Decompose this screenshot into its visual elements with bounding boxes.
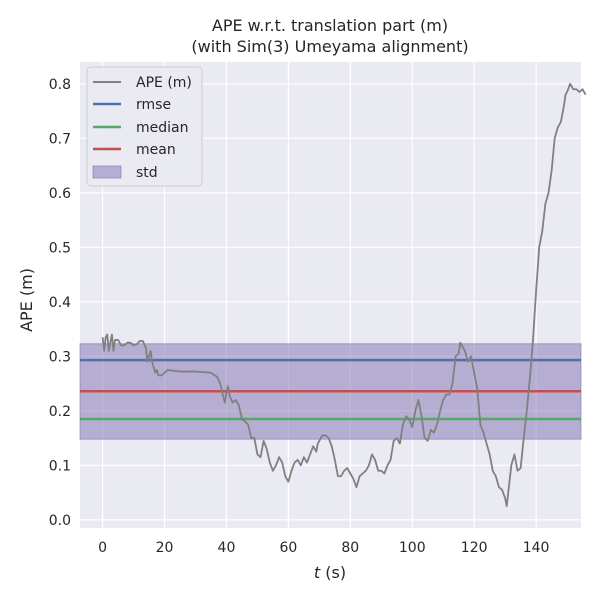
legend-label-ape: APE (m) [136,75,192,91]
x-axis-label-var: t [314,563,321,582]
y-tick-label: 0.4 [49,295,71,311]
x-tick-label: 140 [523,540,550,556]
legend-box [86,66,203,187]
legend-swatch-std [92,165,122,179]
y-tick-label: 0.0 [49,513,71,529]
y-tick-label: 0.1 [49,458,71,474]
chart-subtitle: (with Sim(3) Umeyama alignment) [191,37,468,56]
x-tick-label: 0 [98,540,107,556]
x-tick-label: 60 [279,540,297,556]
y-tick-label: 0.8 [49,77,71,93]
x-tick-label: 40 [218,540,236,556]
legend-label-std: std [136,165,158,181]
y-tick-label: 0.6 [49,186,71,202]
ape-series-line [101,82,587,508]
legend-label-rmse: rmse [136,97,171,113]
legend-label-mean: mean [136,142,176,158]
legend-label-median: median [136,120,188,136]
y-tick-label: 0.7 [49,131,71,147]
x-tick-label: 120 [461,540,488,556]
y-tick-label: 0.2 [49,404,71,420]
y-tick-label: 0.5 [49,240,71,256]
plot-area: 0 20 40 60 80 100 120 140 0.0 0.1 0.2 0.3 0.4 0.5 0.6 0… [49,62,587,556]
legend: APE (m) rmse median mean std [86,66,203,187]
x-axis-label: t (s) [314,563,346,582]
x-tick-label: 80 [341,540,359,556]
x-axis-label-unit: (s) [320,563,346,582]
y-tick-label: 0.3 [49,349,71,365]
x-tick-label: 20 [156,540,174,556]
y-axis-label: APE (m) [17,268,36,332]
x-tick-label: 100 [399,540,426,556]
chart-title: APE w.r.t. translation part (m) [212,16,448,35]
